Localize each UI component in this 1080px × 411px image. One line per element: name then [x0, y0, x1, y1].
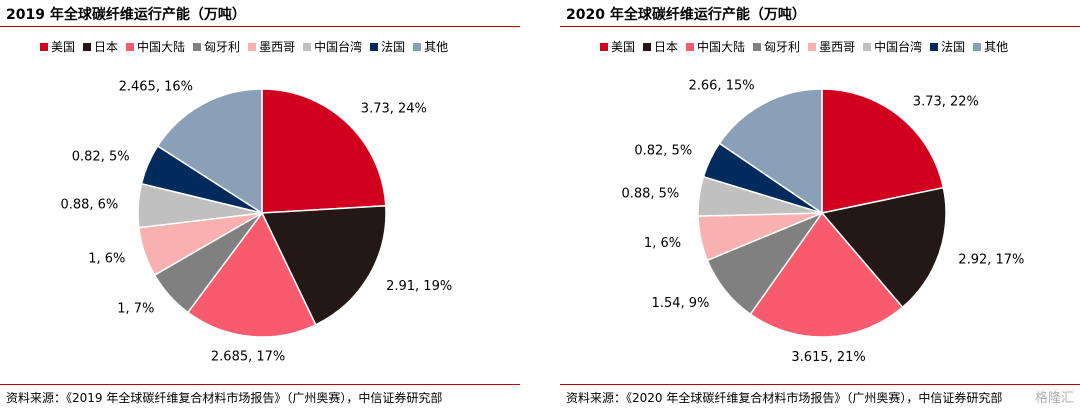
chart-legend: 美国 日本 中国大陆 匈牙利 墨西哥 中国台湾 法国 其他 — [600, 38, 1008, 55]
legend-swatch — [413, 42, 422, 51]
pie-chart-2019: 3.73, 24% 2.91, 19% 2.685, 17% 1, 7% 1, 6% 0.… — [60, 80, 452, 365]
legend-label: 中国台湾 — [314, 40, 363, 54]
legend-label: 其他 — [424, 40, 449, 54]
slice-data-label: 3.615, 21% — [791, 350, 865, 365]
legend-label: 日本 — [654, 40, 679, 54]
legend-item: 墨西哥 — [248, 38, 295, 55]
legend-swatch — [808, 42, 817, 51]
legend-label: 法国 — [381, 40, 406, 54]
watermark: 格隆汇 — [1034, 391, 1074, 406]
chart-title: 2019 年全球碳纤维运行产能（万吨） — [6, 7, 246, 23]
legend-item: 美国 — [40, 38, 75, 55]
legend-swatch — [930, 42, 939, 51]
title-divider — [560, 26, 1080, 27]
slice-data-label: 2.465, 16% — [119, 80, 193, 95]
source-divider — [0, 384, 520, 385]
legend-label: 墨西哥 — [259, 40, 296, 54]
legend-label: 匈牙利 — [764, 40, 801, 54]
pie-slice — [156, 88, 263, 215]
pie-chart-2020: 3.73, 22% 2.92, 17% 3.615, 21% 1.54, 9% 1, 6… — [621, 79, 1024, 365]
slice-data-label: 3.73, 22% — [913, 94, 979, 109]
source-note: 资料来源：《2019 年全球碳纤维复合材料市场报告》（广州奥赛），中信证券研究部 — [6, 391, 443, 405]
legend-item: 法国 — [370, 38, 405, 55]
legend-label: 中国大陆 — [137, 40, 186, 54]
legend-label: 美国 — [51, 40, 76, 54]
pie-slice — [749, 211, 904, 338]
pie-slice — [260, 205, 387, 326]
legend-item: 中国台湾 — [303, 38, 362, 55]
legend-swatch — [370, 42, 379, 51]
legend-swatch — [193, 42, 202, 51]
source-note: 资料来源：《2020 年全球碳纤维复合材料市场报告》（广州奥赛），中信证券研究部 — [566, 391, 1003, 405]
chart-panel-2019: 2019 年全球碳纤维运行产能（万吨） 美国 日本 中国大陆 匈牙利 墨西哥 中国台湾 法国… — [0, 0, 520, 411]
legend-label: 日本 — [94, 40, 119, 54]
legend-item: 法国 — [930, 38, 965, 55]
chart-panel-2020: 2020 年全球碳纤维运行产能（万吨） 美国 日本 中国大陆 匈牙利 墨西哥 中国台湾 法国… — [560, 0, 1080, 411]
legend-swatch — [303, 42, 312, 51]
chart-legend: 美国 日本 中国大陆 匈牙利 墨西哥 中国台湾 法国 其他 — [40, 38, 448, 55]
pie-slice — [821, 88, 945, 214]
slice-data-label: 2.92, 17% — [958, 253, 1024, 268]
slice-data-label: 3.73, 24% — [361, 101, 427, 116]
slice-data-label: 1.54, 9% — [652, 296, 710, 311]
chart-title: 2020 年全球碳纤维运行产能（万吨） — [566, 7, 806, 23]
legend-label: 墨西哥 — [819, 40, 856, 54]
slice-data-label: 0.82, 5% — [72, 149, 130, 164]
legend-item: 其他 — [973, 38, 1008, 55]
legend-item: 中国大陆 — [126, 38, 185, 55]
title-divider — [0, 26, 520, 27]
legend-label: 匈牙利 — [204, 40, 241, 54]
source-divider — [560, 384, 1080, 385]
legend-swatch — [83, 42, 92, 51]
legend-swatch — [600, 42, 608, 51]
legend-item: 墨西哥 — [808, 38, 855, 55]
pie-slice — [820, 186, 947, 309]
legend-label: 其他 — [984, 40, 1009, 54]
legend-item: 其他 — [413, 38, 448, 55]
pie-slice — [261, 88, 387, 214]
legend-label: 中国台湾 — [874, 40, 923, 54]
legend-item: 中国大陆 — [686, 38, 745, 55]
legend-swatch — [686, 42, 695, 51]
slice-data-label: 0.88, 6% — [60, 197, 118, 212]
legend-item: 匈牙利 — [753, 38, 800, 55]
legend-item: 匈牙利 — [193, 38, 240, 55]
pie-slice — [186, 211, 317, 338]
legend-swatch — [753, 42, 762, 51]
legend-label: 中国大陆 — [697, 40, 746, 54]
slice-data-label: 2.91, 19% — [386, 279, 452, 294]
legend-item: 日本 — [83, 38, 118, 55]
legend-swatch — [973, 42, 982, 51]
legend-item: 日本 — [643, 38, 678, 55]
pie-slice — [718, 88, 823, 215]
slice-data-label: 1, 7% — [117, 302, 154, 317]
legend-swatch — [643, 42, 652, 51]
legend-item: 中国台湾 — [863, 38, 922, 55]
legend-swatch — [248, 42, 257, 51]
legend-item: 美国 — [600, 38, 635, 55]
slice-data-label: 0.82, 5% — [634, 144, 692, 159]
legend-swatch — [863, 42, 872, 51]
legend-swatch — [40, 42, 48, 51]
legend-label: 法国 — [941, 40, 966, 54]
slice-data-label: 0.88, 5% — [621, 187, 679, 202]
slice-data-label: 2.685, 17% — [211, 349, 285, 364]
slice-data-label: 2.66, 15% — [688, 79, 754, 94]
legend-label: 美国 — [611, 40, 636, 54]
legend-swatch — [126, 42, 135, 51]
slice-data-label: 1, 6% — [644, 236, 681, 251]
slice-data-label: 1, 6% — [88, 252, 125, 267]
